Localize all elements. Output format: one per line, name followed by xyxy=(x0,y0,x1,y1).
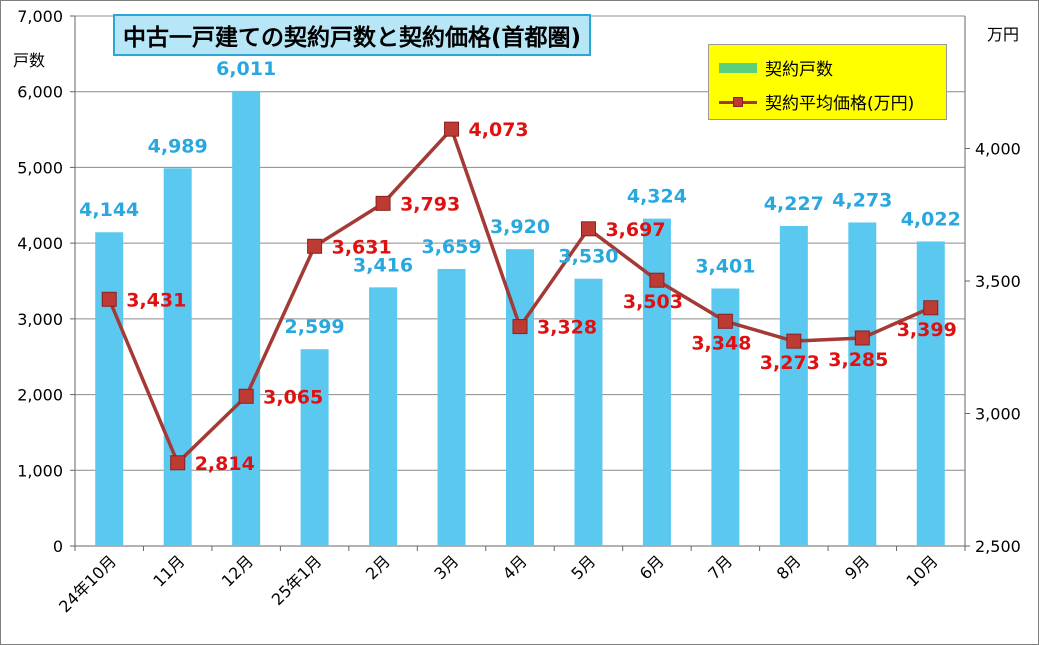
bar-data-label: 3,530 xyxy=(558,246,618,268)
bar-data-label: 3,416 xyxy=(353,254,413,276)
bar-contracts xyxy=(848,222,877,547)
x-axis-category-label: 12月 xyxy=(218,551,257,590)
bar-contracts xyxy=(642,218,671,546)
price-marker xyxy=(170,455,186,471)
bar-contracts xyxy=(574,278,603,546)
bar-data-label: 2,599 xyxy=(285,316,345,338)
price-marker xyxy=(717,313,733,329)
legend-swatch-line xyxy=(719,95,757,109)
price-data-label: 4,073 xyxy=(469,119,529,141)
price-data-label: 3,065 xyxy=(263,386,323,408)
price-data-label: 3,503 xyxy=(623,291,683,313)
price-marker xyxy=(923,300,939,316)
price-marker xyxy=(786,333,802,349)
price-data-label: 3,348 xyxy=(691,332,751,354)
bar-data-label: 4,227 xyxy=(764,193,824,215)
price-data-label: 3,328 xyxy=(537,317,597,339)
bar-contracts xyxy=(779,225,808,546)
x-axis-category-label: 6月 xyxy=(636,551,668,583)
left-axis-tick-label: 7,000 xyxy=(17,7,63,26)
right-axis-tick-label: 4,000 xyxy=(975,140,1021,159)
bar-data-label: 4,022 xyxy=(901,208,961,230)
bar-contracts xyxy=(300,349,329,546)
x-axis-category-label: 5月 xyxy=(567,551,599,583)
bar-data-label: 4,273 xyxy=(832,189,892,211)
bar-data-label: 4,144 xyxy=(79,199,139,221)
bar-contracts xyxy=(916,241,945,546)
legend-label-line: 契約平均価格(万円) xyxy=(765,94,915,114)
legend-item-bars: 契約戸数 xyxy=(719,55,833,80)
bar-data-label: 3,659 xyxy=(421,236,481,258)
right-axis-unit: 万円 xyxy=(987,25,1020,44)
bar-data-label: 4,324 xyxy=(627,186,687,208)
price-marker xyxy=(444,121,460,137)
price-marker xyxy=(238,388,254,404)
x-axis-category-label: 8月 xyxy=(773,551,805,583)
chart-title: 中古一戸建ての契約戸数と契約価格(首都圏) xyxy=(123,25,582,51)
right-axis-tick-label: 3,500 xyxy=(975,272,1021,291)
left-axis-tick-label: 0 xyxy=(53,537,63,556)
x-axis-category-label: 24年10月 xyxy=(55,551,120,616)
price-marker xyxy=(512,319,528,335)
x-axis-category-label: 10月 xyxy=(902,551,941,590)
bar-contracts xyxy=(232,90,261,546)
left-axis-tick-label: 1,000 xyxy=(17,461,63,480)
price-data-label: 3,285 xyxy=(828,349,888,371)
left-axis-unit: 戸数 xyxy=(13,51,46,70)
legend-swatch-bar xyxy=(719,62,757,73)
bar-contracts xyxy=(95,232,124,547)
chart-title-box: 中古一戸建ての契約戸数と契約価格(首都圏) xyxy=(113,14,592,56)
bar-contracts xyxy=(369,287,398,546)
price-data-label: 3,631 xyxy=(332,236,392,258)
price-marker xyxy=(649,272,665,288)
price-data-label: 3,793 xyxy=(400,193,460,215)
left-axis-tick-label: 3,000 xyxy=(17,310,63,329)
x-axis-category-label: 4月 xyxy=(499,551,531,583)
price-marker xyxy=(580,221,596,237)
price-marker xyxy=(854,330,870,346)
price-data-label: 3,431 xyxy=(126,289,186,311)
x-axis-category-label: 9月 xyxy=(841,551,873,583)
x-axis-category-label: 7月 xyxy=(704,551,736,583)
price-data-label: 3,273 xyxy=(760,352,820,374)
price-data-label: 2,814 xyxy=(195,453,255,475)
bar-data-label: 3,401 xyxy=(695,255,755,277)
left-axis-tick-label: 4,000 xyxy=(17,234,63,253)
price-marker xyxy=(307,238,323,254)
legend-label-bars: 契約戸数 xyxy=(765,60,833,80)
right-axis-tick-label: 2,500 xyxy=(975,537,1021,556)
x-axis-category-label: 25年1月 xyxy=(268,551,326,609)
bar-data-label: 4,989 xyxy=(148,135,208,157)
right-axis-tick-label: 3,000 xyxy=(975,405,1021,424)
bar-contracts xyxy=(163,168,192,547)
price-data-label: 3,697 xyxy=(605,219,665,241)
x-axis-category-label: 2月 xyxy=(362,551,394,583)
x-axis-category-label: 11月 xyxy=(149,551,188,590)
bar-contracts xyxy=(711,288,740,546)
price-marker xyxy=(375,195,391,211)
bar-data-label: 6,011 xyxy=(216,58,276,80)
left-axis-tick-label: 2,000 xyxy=(17,386,63,405)
legend: 契約戸数 契約平均価格(万円) xyxy=(708,44,947,120)
bar-contracts xyxy=(437,268,466,546)
legend-item-line: 契約平均価格(万円) xyxy=(719,89,914,114)
price-marker xyxy=(101,291,117,307)
price-data-label: 3,399 xyxy=(897,319,957,341)
x-axis-category-label: 3月 xyxy=(430,551,462,583)
left-axis-tick-label: 5,000 xyxy=(17,158,63,177)
bar-data-label: 3,920 xyxy=(490,216,550,238)
left-axis-tick-label: 6,000 xyxy=(17,83,63,102)
